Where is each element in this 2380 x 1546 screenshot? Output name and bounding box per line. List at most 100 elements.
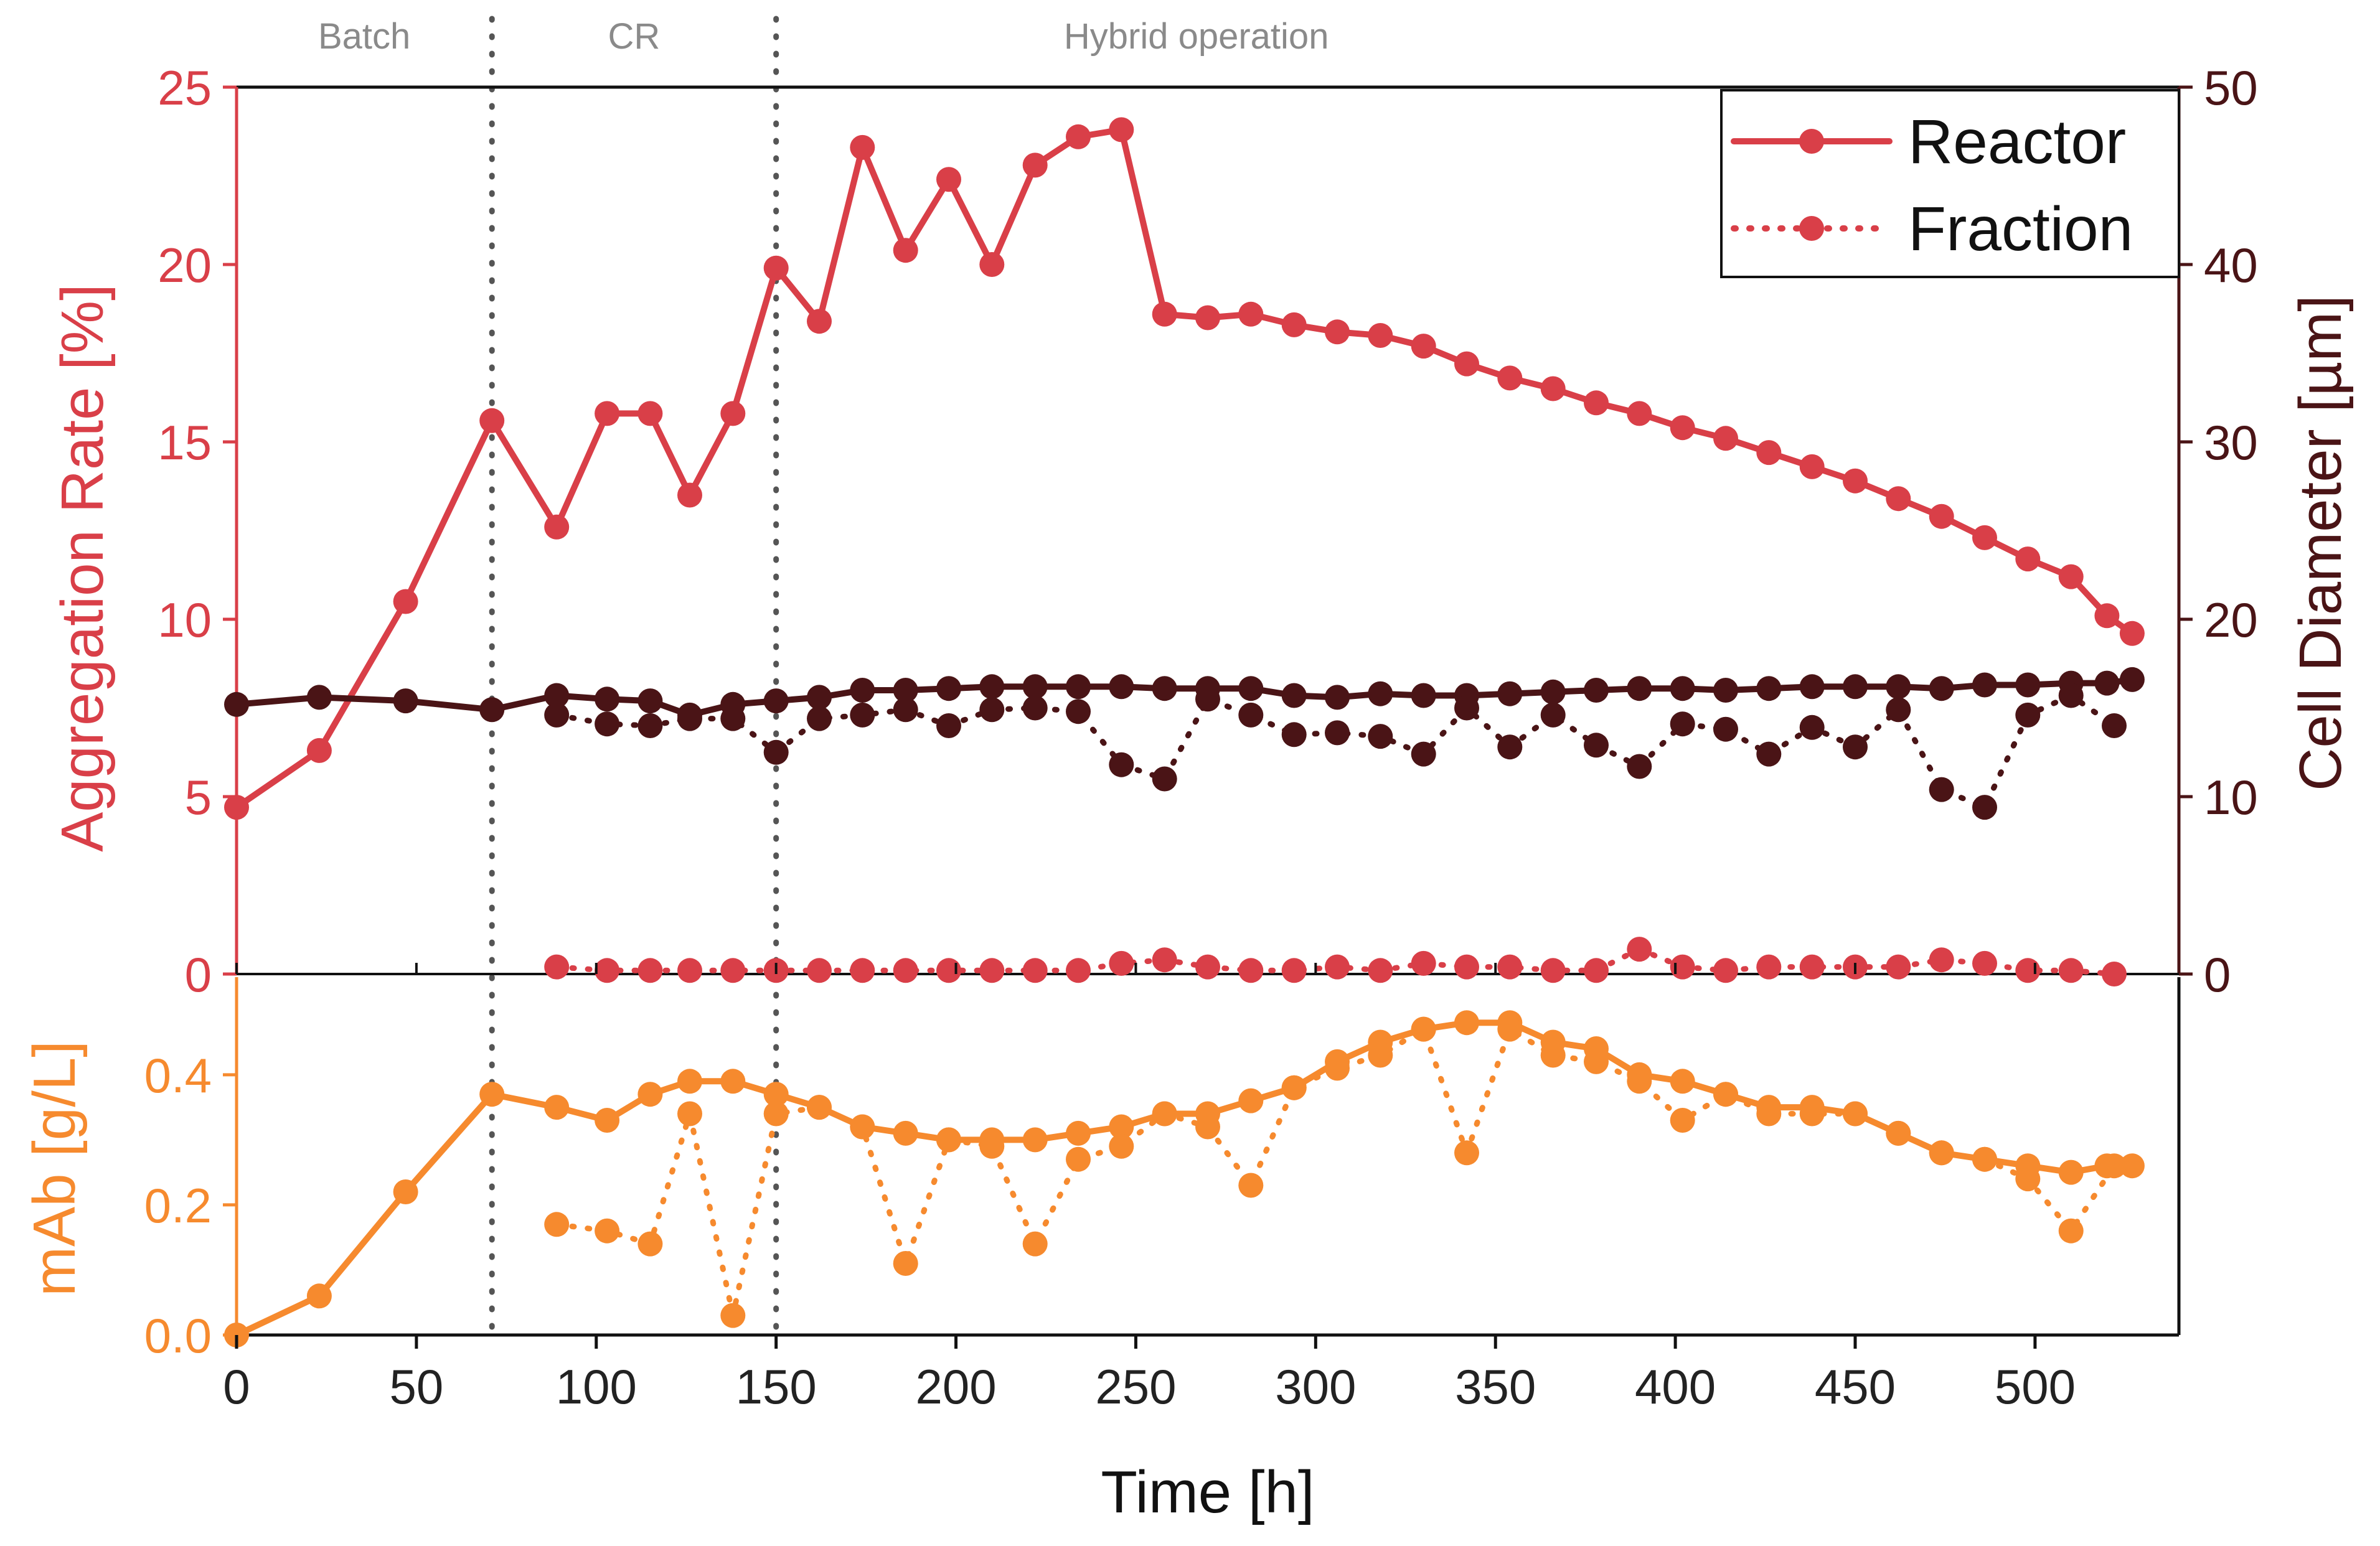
data-point-aggregation-rate-fraction [544, 954, 570, 980]
data-point-cell-diameter-reactor [1756, 676, 1782, 701]
data-point-aggregation-rate-reactor [1799, 454, 1825, 479]
data-point-cell-diameter-fraction [763, 739, 789, 765]
data-point-aggregation-rate-reactor [1843, 468, 1868, 494]
data-point-cell-diameter-reactor [1670, 676, 1695, 701]
data-point-mab-fraction [1325, 1056, 1350, 1081]
left-y-tick-label: 25 [158, 60, 212, 115]
data-point-mab-reactor [1238, 1088, 1264, 1113]
data-point-aggregation-rate-fraction [1584, 958, 1609, 983]
data-point-cell-diameter-reactor [1929, 676, 1954, 701]
phase-label-cr: CR [608, 16, 661, 57]
data-point-mab-fraction [1843, 1101, 1868, 1127]
data-point-aggregation-rate-reactor [2094, 603, 2120, 629]
data-point-aggregation-rate-reactor [544, 514, 570, 540]
data-point-mab-fraction [979, 1133, 1005, 1159]
data-point-mab-fraction [544, 1212, 570, 1237]
data-point-mab-reactor [1022, 1127, 1048, 1153]
data-point-aggregation-rate-fraction [2102, 962, 2127, 986]
data-point-cell-diameter-fraction [637, 713, 663, 738]
right-y-tick-label: 40 [2204, 238, 2258, 293]
data-point-mab-fraction [893, 1251, 918, 1276]
data-point-cell-diameter-fraction [1411, 741, 1436, 767]
data-point-mab-reactor [637, 1082, 663, 1107]
x-tick-label: 250 [1095, 1359, 1176, 1414]
data-point-mab-reactor [893, 1120, 918, 1146]
data-point-mab-reactor [1454, 1010, 1479, 1036]
data-point-aggregation-rate-reactor [2119, 621, 2145, 646]
data-point-aggregation-rate-fraction [1109, 950, 1134, 976]
data-point-aggregation-rate-reactor [763, 255, 789, 281]
data-point-aggregation-rate-fraction [1238, 958, 1264, 983]
data-point-cell-diameter-fraction [1670, 711, 1695, 737]
data-point-cell-diameter-fraction [1843, 734, 1868, 760]
data-point-mab-fraction [677, 1101, 702, 1127]
mab-y-axis-title: mAb [g/L] [21, 1041, 88, 1296]
data-point-mab-reactor [720, 1069, 746, 1094]
data-point-aggregation-rate-reactor [1325, 319, 1350, 345]
data-point-cell-diameter-fraction [979, 697, 1005, 723]
data-point-cell-diameter-fraction [807, 706, 832, 731]
series-line-mab-reactor [233, 1019, 2135, 1338]
data-point-mab-fraction [1066, 1146, 1091, 1172]
data-point-aggregation-rate-fraction [850, 958, 875, 983]
data-point-mab-fraction [1929, 1140, 1954, 1166]
right-y-tick-label: 20 [2204, 593, 2258, 647]
data-point-cell-diameter-fraction [1799, 714, 1825, 740]
data-point-cell-diameter-fraction [1152, 766, 1177, 792]
data-point-aggregation-rate-fraction [1497, 954, 1523, 980]
data-point-cell-diameter-fraction [936, 713, 961, 738]
data-point-mab-reactor [1066, 1120, 1091, 1146]
data-point-mab-fraction [2102, 1153, 2127, 1179]
data-point-aggregation-rate-fraction [677, 958, 702, 983]
data-point-mab-fraction [1281, 1075, 1307, 1100]
data-point-mab-fraction [1627, 1069, 1652, 1094]
data-point-cell-diameter-fraction [1066, 699, 1091, 724]
data-point-mab-fraction [720, 1303, 746, 1328]
right-y-tick-label: 50 [2204, 60, 2258, 115]
data-point-cell-diameter-reactor [1540, 679, 1566, 705]
right-y-tick-label: 30 [2204, 415, 2258, 470]
data-point-aggregation-rate-fraction [807, 958, 832, 983]
data-point-aggregation-rate-reactor [1670, 415, 1695, 441]
data-point-cell-diameter-fraction [544, 702, 570, 728]
data-point-mab-fraction [637, 1231, 663, 1257]
data-point-cell-diameter-reactor [393, 688, 418, 714]
left-y-tick-label: 15 [158, 415, 212, 470]
aggregation-panel: 0 5 10 15 20 25 0 10 20 30 40 50 Aggregation Rate [%… [49, 60, 2354, 1002]
data-point-cell-diameter-reactor [1627, 676, 1652, 701]
data-point-cell-diameter-fraction [595, 711, 620, 737]
x-tick-label: 350 [1455, 1359, 1536, 1414]
data-point-cell-diameter-reactor [1022, 674, 1048, 700]
data-point-mab-fraction [1713, 1082, 1738, 1107]
data-point-aggregation-rate-fraction [1022, 958, 1048, 983]
data-point-aggregation-rate-fraction [2058, 958, 2084, 983]
data-point-aggregation-rate-reactor [677, 482, 702, 508]
data-point-aggregation-rate-fraction [1454, 954, 1479, 980]
data-point-aggregation-rate-reactor [850, 134, 875, 160]
phase-label-hybrid-operation: Hybrid operation [1064, 16, 1329, 57]
data-point-cell-diameter-reactor [1066, 674, 1091, 700]
x-tick-label: 400 [1635, 1359, 1716, 1414]
data-point-aggregation-rate-reactor [479, 408, 505, 433]
data-point-aggregation-rate-reactor [1540, 376, 1566, 401]
data-point-cell-diameter-fraction [677, 706, 702, 731]
data-point-mab-fraction [1972, 1146, 1997, 1172]
data-point-cell-diameter-reactor [2094, 670, 2120, 696]
data-point-aggregation-rate-reactor [595, 401, 620, 426]
data-point-cell-diameter-reactor [1799, 674, 1825, 700]
data-point-cell-diameter-fraction [1497, 734, 1523, 760]
data-point-mab-fraction [1756, 1101, 1782, 1127]
data-point-mab-fraction [936, 1127, 961, 1153]
data-point-cell-diameter-reactor [595, 686, 620, 712]
data-point-cell-diameter-fraction [2102, 713, 2127, 738]
data-point-cell-diameter-reactor [479, 697, 505, 723]
data-point-cell-diameter-reactor [1152, 676, 1177, 701]
data-point-mab-reactor [544, 1095, 570, 1120]
data-point-aggregation-rate-fraction [1152, 947, 1177, 973]
data-point-cell-diameter-fraction [893, 697, 918, 723]
data-point-cell-diameter-reactor [1713, 678, 1738, 703]
data-point-aggregation-rate-fraction [1195, 954, 1220, 980]
data-point-cell-diameter-fraction [1195, 686, 1220, 712]
data-point-aggregation-rate-reactor [1152, 301, 1177, 327]
data-point-mab-reactor [2119, 1153, 2145, 1179]
